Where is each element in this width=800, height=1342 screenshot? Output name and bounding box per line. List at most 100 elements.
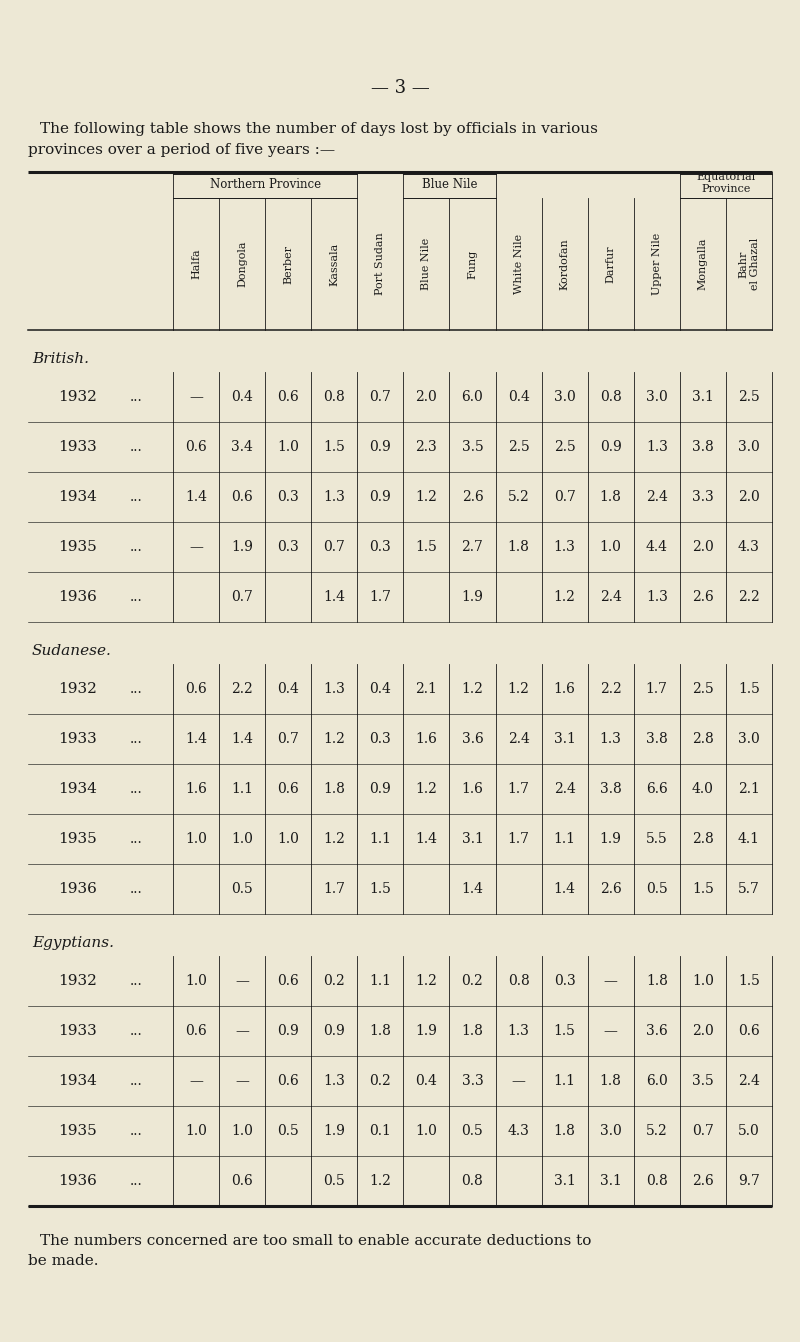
Text: 0.9: 0.9 bbox=[278, 1024, 299, 1037]
Text: ...: ... bbox=[130, 731, 142, 746]
Text: 1.3: 1.3 bbox=[323, 682, 346, 696]
Text: 0.8: 0.8 bbox=[646, 1174, 668, 1188]
Text: 9.7: 9.7 bbox=[738, 1174, 760, 1188]
Text: 5.2: 5.2 bbox=[646, 1125, 668, 1138]
Text: 5.5: 5.5 bbox=[646, 832, 668, 845]
Text: 3.8: 3.8 bbox=[692, 440, 714, 454]
Text: —: — bbox=[512, 1074, 526, 1088]
Text: 1.3: 1.3 bbox=[323, 1074, 346, 1088]
Text: 2.5: 2.5 bbox=[554, 440, 575, 454]
Text: 1.5: 1.5 bbox=[370, 882, 391, 896]
Text: 1935: 1935 bbox=[58, 539, 98, 554]
Text: 0.5: 0.5 bbox=[646, 882, 668, 896]
Text: 0.2: 0.2 bbox=[370, 1074, 391, 1088]
Text: Equatorial
Province: Equatorial Province bbox=[696, 172, 755, 195]
Text: 0.1: 0.1 bbox=[370, 1125, 391, 1138]
Text: 0.8: 0.8 bbox=[462, 1174, 483, 1188]
Text: The following table shows the number of days lost by officials in various: The following table shows the number of … bbox=[40, 122, 598, 136]
Text: 0.2: 0.2 bbox=[323, 974, 345, 988]
Text: Upper Nile: Upper Nile bbox=[652, 234, 662, 295]
Text: ...: ... bbox=[130, 974, 142, 988]
Text: ...: ... bbox=[130, 539, 142, 554]
Text: Kassala: Kassala bbox=[330, 243, 339, 286]
Text: 3.6: 3.6 bbox=[462, 731, 483, 746]
Text: 4.3: 4.3 bbox=[508, 1125, 530, 1138]
Text: 1.9: 1.9 bbox=[415, 1024, 438, 1037]
Text: 0.4: 0.4 bbox=[278, 682, 299, 696]
Text: 1.8: 1.8 bbox=[554, 1125, 575, 1138]
Text: 0.3: 0.3 bbox=[370, 731, 391, 746]
Text: Berber: Berber bbox=[283, 244, 293, 283]
Text: 3.1: 3.1 bbox=[462, 832, 483, 845]
Text: 2.4: 2.4 bbox=[646, 490, 668, 505]
Text: —: — bbox=[189, 539, 203, 554]
Text: —: — bbox=[235, 1024, 249, 1037]
Text: 0.7: 0.7 bbox=[231, 590, 253, 604]
Text: 1.9: 1.9 bbox=[323, 1125, 346, 1138]
Text: 1.0: 1.0 bbox=[231, 1125, 253, 1138]
Text: 0.7: 0.7 bbox=[692, 1125, 714, 1138]
Text: 6.0: 6.0 bbox=[646, 1074, 668, 1088]
Text: 0.2: 0.2 bbox=[462, 974, 483, 988]
Text: 0.9: 0.9 bbox=[370, 490, 391, 505]
Text: 1.8: 1.8 bbox=[508, 539, 530, 554]
Text: 2.2: 2.2 bbox=[738, 590, 760, 604]
Text: 1.2: 1.2 bbox=[415, 974, 438, 988]
Text: —: — bbox=[604, 1024, 618, 1037]
Text: 1.4: 1.4 bbox=[415, 832, 438, 845]
Text: 5.0: 5.0 bbox=[738, 1125, 760, 1138]
Text: 3.1: 3.1 bbox=[554, 731, 575, 746]
Text: 1.2: 1.2 bbox=[508, 682, 530, 696]
Text: ...: ... bbox=[130, 440, 142, 454]
Text: Dongola: Dongola bbox=[237, 240, 247, 287]
Text: Bahr
el Ghazal: Bahr el Ghazal bbox=[738, 238, 760, 290]
Text: 0.3: 0.3 bbox=[278, 490, 299, 505]
Text: 1.0: 1.0 bbox=[185, 974, 207, 988]
Text: 1.0: 1.0 bbox=[415, 1125, 438, 1138]
Text: 5.7: 5.7 bbox=[738, 882, 760, 896]
Text: 3.0: 3.0 bbox=[738, 731, 760, 746]
Text: 1.2: 1.2 bbox=[415, 782, 438, 796]
Text: 0.9: 0.9 bbox=[323, 1024, 345, 1037]
Text: 0.5: 0.5 bbox=[323, 1174, 345, 1188]
Text: 1.4: 1.4 bbox=[231, 731, 253, 746]
Text: 1.7: 1.7 bbox=[646, 682, 668, 696]
Text: 0.3: 0.3 bbox=[554, 974, 575, 988]
Text: 0.5: 0.5 bbox=[462, 1125, 483, 1138]
Text: be made.: be made. bbox=[28, 1253, 98, 1268]
Text: 1.7: 1.7 bbox=[507, 832, 530, 845]
Text: 1.0: 1.0 bbox=[600, 539, 622, 554]
Text: 1933: 1933 bbox=[58, 1024, 98, 1037]
Text: 1.3: 1.3 bbox=[508, 1024, 530, 1037]
Text: 2.1: 2.1 bbox=[415, 682, 438, 696]
Text: 1.9: 1.9 bbox=[231, 539, 253, 554]
Text: 0.3: 0.3 bbox=[370, 539, 391, 554]
Text: provinces over a period of five years :—: provinces over a period of five years :— bbox=[28, 144, 335, 157]
Text: 1.5: 1.5 bbox=[415, 539, 438, 554]
Text: ...: ... bbox=[130, 832, 142, 845]
Text: 2.1: 2.1 bbox=[738, 782, 760, 796]
Text: 1.7: 1.7 bbox=[323, 882, 346, 896]
Text: White Nile: White Nile bbox=[514, 234, 523, 294]
Text: 2.5: 2.5 bbox=[508, 440, 530, 454]
Text: The numbers concerned are too small to enable accurate deductions to: The numbers concerned are too small to e… bbox=[40, 1235, 591, 1248]
Text: 0.7: 0.7 bbox=[323, 539, 346, 554]
Text: 3.8: 3.8 bbox=[646, 731, 668, 746]
Text: 1.4: 1.4 bbox=[554, 882, 576, 896]
Text: 1.4: 1.4 bbox=[185, 490, 207, 505]
Text: Northern Province: Northern Province bbox=[210, 178, 321, 192]
Text: 1936: 1936 bbox=[58, 882, 98, 896]
Text: 0.6: 0.6 bbox=[231, 1174, 253, 1188]
Text: Blue Nile: Blue Nile bbox=[422, 178, 478, 192]
Text: ...: ... bbox=[130, 782, 142, 796]
Text: 1934: 1934 bbox=[58, 782, 98, 796]
Text: 1933: 1933 bbox=[58, 440, 98, 454]
Text: 0.8: 0.8 bbox=[323, 391, 345, 404]
Text: 1.5: 1.5 bbox=[554, 1024, 575, 1037]
Text: 1.8: 1.8 bbox=[323, 782, 346, 796]
Text: ...: ... bbox=[130, 1174, 142, 1188]
Text: 1.6: 1.6 bbox=[462, 782, 483, 796]
Text: 1.6: 1.6 bbox=[415, 731, 438, 746]
Text: 3.0: 3.0 bbox=[738, 440, 760, 454]
Text: 0.6: 0.6 bbox=[185, 682, 207, 696]
